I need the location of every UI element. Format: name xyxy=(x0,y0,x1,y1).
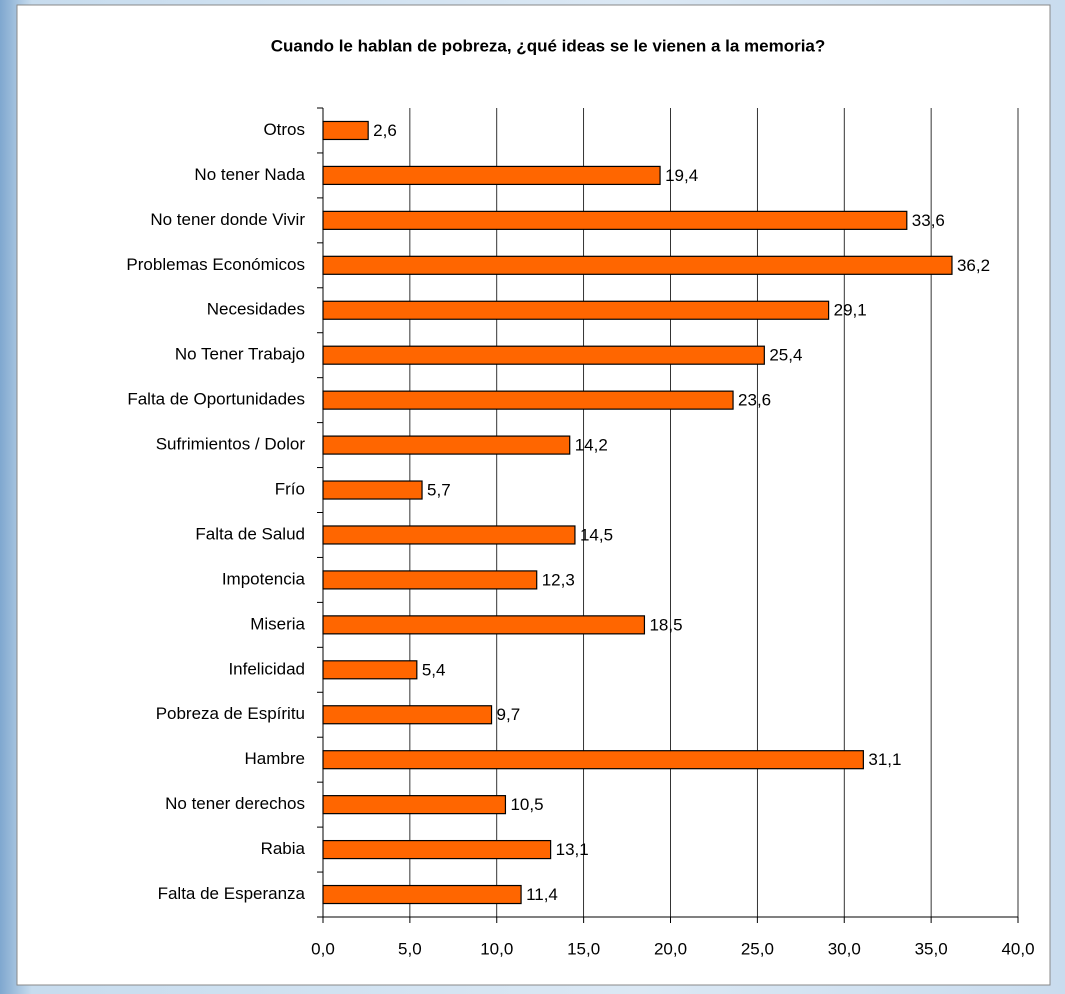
bar xyxy=(322,795,507,815)
x-tick-label: 0,0 xyxy=(311,939,335,958)
bar xyxy=(322,705,493,725)
y-tick-label: Frío xyxy=(275,480,305,499)
value-label: 36,2 xyxy=(957,256,990,275)
bar xyxy=(322,255,953,275)
x-tick-label: 35,0 xyxy=(915,939,948,958)
y-tick-label: Miseria xyxy=(250,614,305,633)
value-label: 10,5 xyxy=(510,795,543,814)
value-label: 5,4 xyxy=(422,660,446,679)
bar xyxy=(322,750,864,770)
bar xyxy=(322,345,765,365)
x-tick-label: 30,0 xyxy=(828,939,861,958)
y-tick-label: Otros xyxy=(263,120,305,139)
value-label: 29,1 xyxy=(834,301,867,320)
value-label: 9,7 xyxy=(497,705,521,724)
value-label: 5,7 xyxy=(427,481,451,500)
value-label: 14,2 xyxy=(575,436,608,455)
y-tick-label: Falta de Salud xyxy=(195,524,305,543)
bar xyxy=(322,120,369,141)
bar xyxy=(322,884,522,905)
y-tick-label: Necesidades xyxy=(207,300,305,319)
y-tick-label: Problemas Económicos xyxy=(126,255,305,274)
bar xyxy=(322,390,734,410)
y-tick-label: Falta de Esperanza xyxy=(158,884,306,903)
y-tick-label: Hambre xyxy=(245,749,305,768)
y-tick-label: No tener Nada xyxy=(194,165,305,184)
y-tick-label: Rabia xyxy=(261,839,306,858)
value-label: 19,4 xyxy=(665,166,698,185)
x-tick-label: 25,0 xyxy=(741,939,774,958)
y-tick-label: Pobreza de Espíritu xyxy=(156,704,305,723)
y-tick-label: No tener derechos xyxy=(165,794,305,813)
bar xyxy=(322,480,423,500)
value-label: 23,6 xyxy=(738,391,771,410)
bar xyxy=(322,435,571,455)
bar xyxy=(322,525,576,545)
bar xyxy=(322,300,830,320)
value-label: 2,6 xyxy=(373,121,397,140)
x-tick-label: 40,0 xyxy=(1001,939,1034,958)
y-tick-label: Infelicidad xyxy=(228,659,305,678)
x-tick-label: 10,0 xyxy=(480,939,513,958)
bar xyxy=(322,615,646,635)
y-tick-label: Impotencia xyxy=(222,569,306,588)
y-tick-label: Falta de Oportunidades xyxy=(127,390,305,409)
value-label: 13,1 xyxy=(556,840,589,859)
y-tick-label: Sufrimientos / Dolor xyxy=(156,435,306,454)
bar xyxy=(322,570,538,590)
bar xyxy=(322,210,908,230)
value-label: 31,1 xyxy=(868,750,901,769)
value-label: 14,5 xyxy=(580,525,613,544)
value-label: 33,6 xyxy=(912,211,945,230)
x-tick-label: 20,0 xyxy=(654,939,687,958)
y-tick-label: No Tener Trabajo xyxy=(175,345,305,364)
value-label: 12,3 xyxy=(542,570,575,589)
bar xyxy=(322,165,661,186)
x-tick-label: 5,0 xyxy=(398,939,422,958)
x-tick-label: 15,0 xyxy=(567,939,600,958)
value-label: 25,4 xyxy=(769,346,802,365)
value-label: 11,4 xyxy=(526,885,558,904)
bar xyxy=(322,660,418,680)
value-label: 18,5 xyxy=(649,615,682,634)
bar xyxy=(322,839,552,860)
chart-panel xyxy=(16,4,1051,986)
y-tick-label: No tener donde Vivir xyxy=(150,210,305,229)
chart-title: Cuando le hablan de pobreza, ¿qué ideas … xyxy=(271,36,826,55)
